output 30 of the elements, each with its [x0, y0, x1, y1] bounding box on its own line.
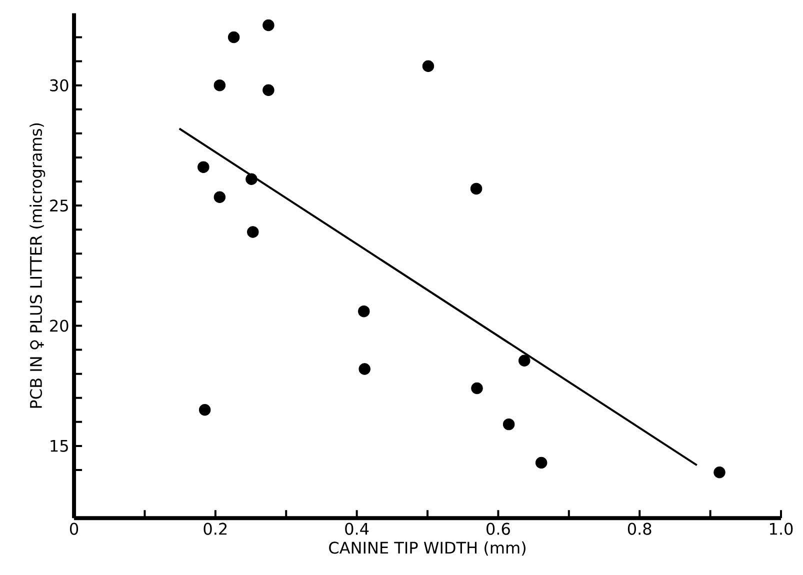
point — [198, 161, 210, 173]
point — [470, 182, 482, 195]
x-tick-label: 0 — [70, 522, 78, 535]
point — [358, 306, 370, 318]
point — [247, 226, 259, 238]
point — [535, 456, 548, 469]
point — [214, 80, 226, 92]
x-tick-label: 0.6 — [486, 522, 510, 535]
y-tick-label: 15 — [50, 440, 68, 452]
point — [214, 191, 226, 204]
x-tick-label: 1.0 — [770, 522, 793, 535]
point — [714, 466, 726, 478]
point — [262, 84, 274, 96]
point — [471, 382, 483, 394]
y-tick-label: 25 — [50, 200, 68, 212]
point — [518, 354, 530, 367]
point — [228, 31, 240, 44]
y-tick-label: 20 — [50, 320, 68, 332]
point — [262, 19, 274, 32]
x-axis-title: CANINE TIP WIDTH (mm) — [329, 541, 526, 556]
point — [198, 404, 211, 416]
point — [246, 173, 258, 186]
point — [502, 418, 515, 430]
y-tick-label: 30 — [50, 79, 68, 92]
point — [358, 363, 370, 375]
point — [422, 60, 434, 72]
y-axis-title: PCB IN ♀ PLUS LITTER (micrograms) — [30, 123, 46, 408]
x-tick-label: 0.8 — [628, 522, 652, 535]
x-tick-label: 0.4 — [345, 522, 369, 535]
x-tick-label: 0.2 — [204, 522, 227, 535]
